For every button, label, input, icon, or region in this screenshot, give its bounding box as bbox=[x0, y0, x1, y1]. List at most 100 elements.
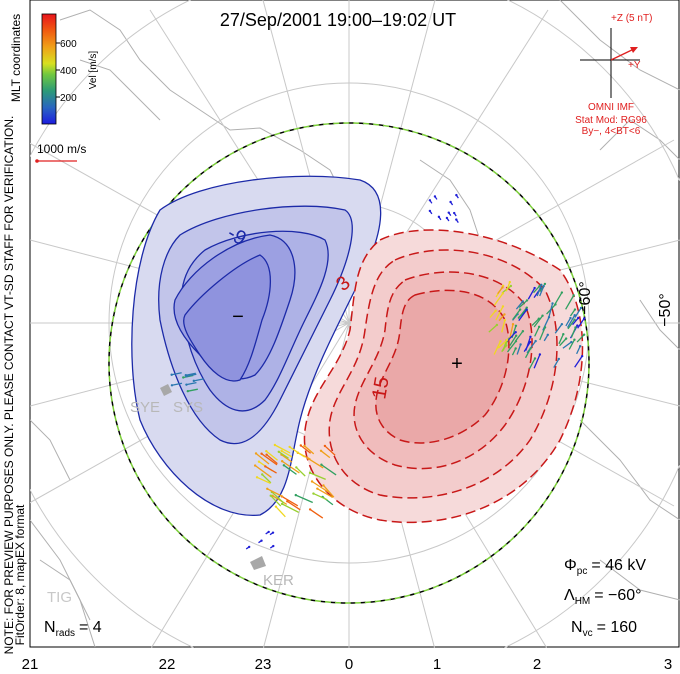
lat-label-60: −60° bbox=[577, 281, 594, 315]
velocity-vector-origin bbox=[433, 195, 437, 198]
velocity-vector-origin bbox=[525, 306, 528, 309]
velocity-vector bbox=[321, 464, 337, 476]
velocity-vector-origin bbox=[537, 325, 541, 329]
velocity-vector-origin bbox=[280, 502, 284, 506]
velocity-vector-origin bbox=[312, 492, 315, 495]
velocity-vector bbox=[542, 316, 550, 331]
velocity-vector bbox=[569, 309, 576, 317]
velocity-vector bbox=[171, 382, 183, 386]
velocity-vector-origin bbox=[288, 445, 291, 449]
velocity-vector-origin bbox=[437, 215, 441, 219]
velocity-vector bbox=[518, 309, 528, 322]
velocity-vector-origin bbox=[257, 460, 261, 463]
velocity-vector-origin bbox=[521, 330, 525, 333]
velocity-vector-origin bbox=[266, 487, 269, 491]
velocity-vector-origin bbox=[255, 476, 259, 479]
mlt-tick-3: 3 bbox=[664, 656, 672, 673]
velocity-vector-origin bbox=[308, 471, 312, 475]
velocity-vector bbox=[317, 488, 334, 499]
velocity-vector-origin bbox=[576, 324, 579, 327]
velocity-vector-origin bbox=[499, 340, 502, 343]
velocity-vector bbox=[286, 500, 301, 511]
velocity-vector bbox=[261, 453, 278, 466]
velocity-vector-origin bbox=[316, 487, 319, 490]
velocity-vector-origin bbox=[529, 347, 532, 350]
velocity-vector bbox=[275, 506, 286, 518]
svg-text:By−, 4<BT<6: By−, 4<BT<6 bbox=[582, 126, 641, 137]
phi-pc-stat: Φpc = 46 kV bbox=[564, 557, 646, 577]
velocity-vector-origin bbox=[562, 333, 565, 336]
velocity-vector bbox=[539, 285, 545, 297]
velocity-vector-origin bbox=[299, 444, 303, 447]
velocity-vector bbox=[313, 492, 328, 501]
mlt-tick-1: 1 bbox=[433, 656, 441, 673]
velocity-vector bbox=[255, 452, 270, 465]
radar-site-marks bbox=[160, 384, 266, 570]
velocity-vector-origin bbox=[573, 318, 576, 321]
velocity-vector bbox=[265, 450, 278, 461]
velocity-vector bbox=[307, 458, 324, 469]
velocity-vector bbox=[506, 331, 517, 342]
velocity-vector bbox=[254, 465, 272, 478]
velocity-vector-origin bbox=[551, 302, 554, 305]
velocity-vector-origin bbox=[573, 314, 576, 317]
velocity-vector-origin bbox=[514, 324, 518, 327]
svg-text:OMNI IMF: OMNI IMF bbox=[588, 102, 634, 113]
velocity-vector bbox=[264, 465, 277, 474]
velocity-vector bbox=[566, 314, 576, 328]
velocity-vector-origin bbox=[447, 211, 450, 214]
velocity-vector-origin bbox=[310, 480, 314, 483]
velocity-vector-origin bbox=[501, 292, 505, 295]
velocity-vector bbox=[283, 464, 297, 475]
velocity-vector-origin bbox=[580, 354, 584, 358]
velocity-vector-origin bbox=[537, 317, 541, 320]
velocity-vector-origin bbox=[525, 299, 529, 302]
velocity-vector bbox=[489, 310, 497, 318]
svg-text:400: 400 bbox=[60, 66, 77, 77]
velocity-vector bbox=[493, 341, 502, 355]
preview-note: NOTE: FOR PREVIEW PURPOSES ONLY. PLEASE … bbox=[2, 116, 16, 655]
velocity-vector bbox=[289, 446, 306, 458]
radar-label-sye: SYE bbox=[130, 399, 160, 416]
velocity-vector-origin bbox=[579, 306, 583, 310]
velocity-vector bbox=[278, 451, 289, 459]
velocity-vector-origin bbox=[319, 449, 323, 453]
radar-label-sys: SYS bbox=[173, 399, 203, 416]
velocity-vector bbox=[281, 454, 293, 463]
velocity-vector-origin bbox=[247, 545, 251, 549]
velocity-vector bbox=[533, 285, 540, 294]
velocity-vector bbox=[266, 454, 278, 465]
velocity-vector bbox=[193, 378, 204, 382]
velocity-vector bbox=[488, 324, 498, 333]
velocity-vector bbox=[512, 309, 521, 320]
velocity-vector bbox=[515, 301, 524, 310]
velocity-vector-origin bbox=[514, 339, 518, 343]
velocity-vector-origin bbox=[582, 333, 586, 336]
velocity-vector-origin bbox=[455, 218, 458, 221]
mlt-tick-2: 2 bbox=[533, 656, 541, 673]
velocity-vector-origin bbox=[570, 340, 573, 344]
velocity-vector bbox=[502, 340, 508, 351]
velocity-vector-origin bbox=[274, 505, 278, 508]
velocity-vector-origin bbox=[495, 323, 499, 327]
velocity-vector-origin bbox=[578, 345, 582, 348]
velocity-vector bbox=[511, 348, 517, 356]
velocity-vector bbox=[576, 334, 585, 343]
velocity-vector-origin bbox=[280, 460, 284, 463]
velocity-vector-origin bbox=[503, 313, 506, 316]
radar-label-ker: KER bbox=[263, 572, 294, 589]
negative-potential-cell bbox=[131, 175, 382, 516]
svg-text:200: 200 bbox=[60, 93, 77, 104]
velocity-vector bbox=[274, 444, 291, 454]
velocity-vector-origin bbox=[280, 449, 283, 453]
velocity-vector-origin bbox=[455, 193, 458, 197]
velocity-vector bbox=[562, 341, 572, 349]
velocity-vector bbox=[565, 295, 575, 310]
velocity-vector-origin bbox=[261, 473, 264, 476]
velocity-vector bbox=[501, 320, 506, 333]
plot-title: 27/Sep/2001 19:00–19:02 UT bbox=[220, 10, 456, 30]
coord-label: MLT coordinates bbox=[9, 14, 23, 102]
velocity-vector bbox=[506, 340, 517, 353]
velocity-vector-origin bbox=[534, 339, 537, 343]
